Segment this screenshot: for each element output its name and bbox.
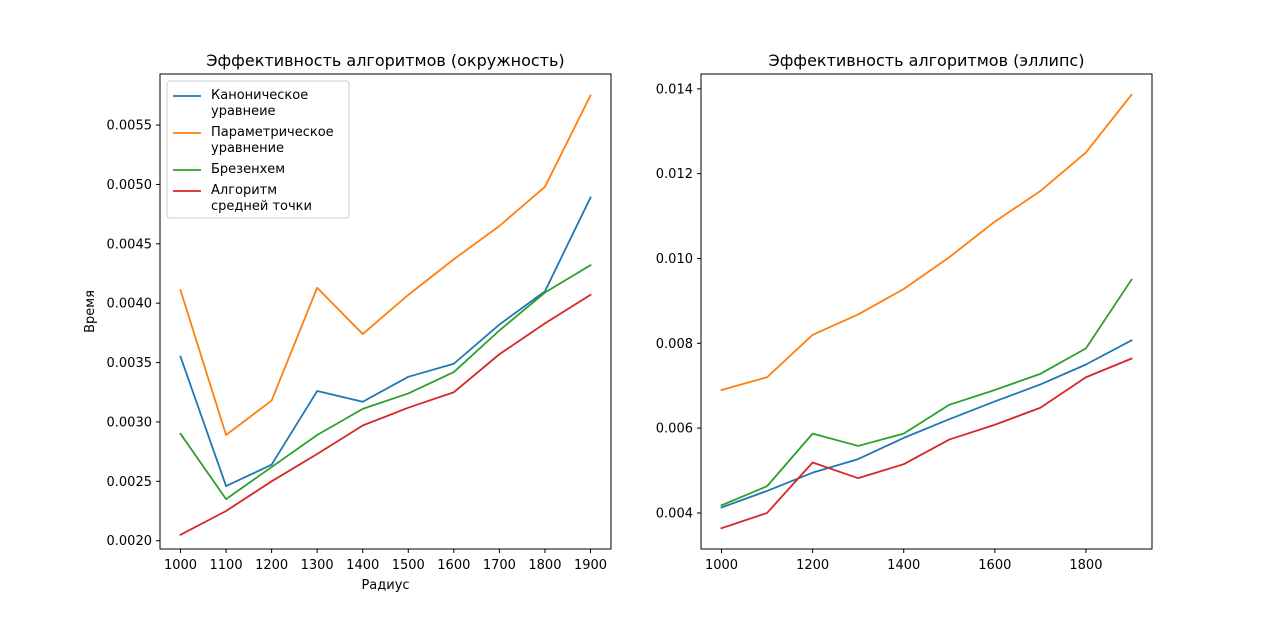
legend-entry-1: Каноническое уравнеие bbox=[211, 88, 308, 119]
x-tick-label: 1700 bbox=[483, 558, 516, 573]
subplot-1: 1000 1100 1200 1300 1400 1500 1600 1700 1800 1900… bbox=[83, 51, 612, 593]
y-tick-label: 0.012 bbox=[656, 167, 693, 182]
x-tick-label: 1800 bbox=[528, 558, 561, 573]
x-tick-label: 1200 bbox=[796, 558, 829, 573]
legend-box bbox=[166, 80, 350, 219]
x-tick-label: 1300 bbox=[301, 558, 334, 573]
series-line-2 bbox=[720, 93, 1133, 392]
y-tick-label: 0.0045 bbox=[107, 237, 153, 252]
subplot-2: 1000 1200 1400 1600 1800 0.004 0.006 0.008 0.010… bbox=[656, 51, 1153, 573]
chart-title: Эффективность алгоритмов (окружность) bbox=[206, 51, 564, 70]
y-tick-label: 0.0050 bbox=[107, 178, 153, 193]
y-tick-label: 0.0025 bbox=[107, 475, 153, 490]
x-tick-label: 1400 bbox=[346, 558, 379, 573]
y-tick-label: 0.006 bbox=[656, 422, 693, 437]
series-line-3 bbox=[179, 263, 592, 501]
y-axis-label: Время bbox=[83, 290, 98, 333]
x-tick-label: 1600 bbox=[437, 558, 470, 573]
x-tick-label: 1500 bbox=[392, 558, 425, 573]
y-tick-label: 0.004 bbox=[656, 506, 693, 521]
y-tick-label: 0.0040 bbox=[107, 297, 153, 312]
x-tick-label: 1200 bbox=[255, 558, 288, 573]
axes-frame bbox=[700, 73, 1153, 550]
legend-entry-4: Алгоритм средней точки bbox=[211, 183, 312, 214]
x-tick-label: 1000 bbox=[705, 558, 738, 573]
series-line-2 bbox=[179, 94, 592, 436]
y-tick-label: 0.010 bbox=[656, 252, 693, 267]
legend: Каноническое уравнеие Параметрическое уравн… bbox=[166, 80, 350, 219]
y-tick-label: 0.0055 bbox=[107, 119, 153, 134]
y-tick-label: 0.0030 bbox=[107, 415, 153, 430]
chart-title: Эффективность алгоритмов (эллипс) bbox=[769, 51, 1085, 70]
series-line-4 bbox=[720, 357, 1133, 530]
series-line-1 bbox=[720, 339, 1133, 509]
y-tick-label: 0.008 bbox=[656, 337, 693, 352]
series-line-3 bbox=[720, 278, 1133, 507]
series-line-1 bbox=[179, 196, 592, 487]
y-tick-label: 0.0035 bbox=[107, 356, 153, 371]
x-axis-label: Радиус bbox=[361, 578, 409, 593]
x-tick-label: 1400 bbox=[887, 558, 920, 573]
legend-entry-3: Брезенхем bbox=[211, 162, 285, 177]
y-tick-label: 0.0020 bbox=[107, 534, 153, 549]
y-tick-label: 0.014 bbox=[656, 82, 693, 97]
x-tick-label: 1000 bbox=[164, 558, 197, 573]
axes-frame bbox=[159, 73, 612, 550]
x-tick-label: 1800 bbox=[1069, 558, 1102, 573]
x-tick-label: 1900 bbox=[574, 558, 607, 573]
series-line-4 bbox=[179, 293, 592, 536]
legend-entry-2: Параметрическое уравнение bbox=[211, 125, 334, 156]
x-tick-label: 1600 bbox=[978, 558, 1011, 573]
x-tick-label: 1100 bbox=[210, 558, 243, 573]
